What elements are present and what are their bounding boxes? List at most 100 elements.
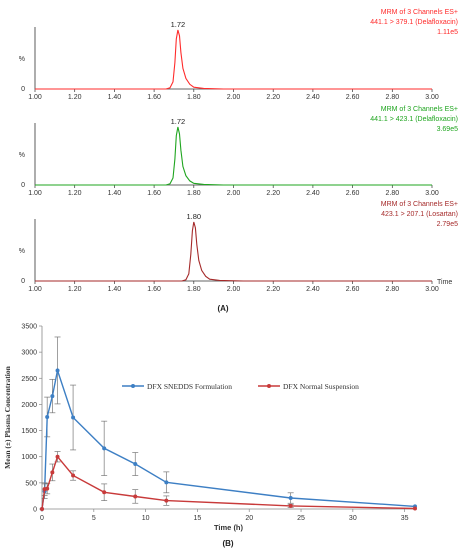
legend: DFX SNEDDS Formulation DFX Normal Suspens… bbox=[122, 382, 359, 391]
legend-marker bbox=[267, 384, 271, 388]
data-point bbox=[45, 486, 50, 491]
y-tick-label: 500 bbox=[25, 480, 37, 487]
x-tick-label: 25 bbox=[297, 515, 305, 522]
channel-info-line: MRM of 3 Channels ES+ bbox=[381, 201, 458, 208]
chromatogram-trace bbox=[35, 29, 432, 90]
x-tick-label: 0 bbox=[40, 515, 44, 522]
y-tick-label: 3000 bbox=[21, 350, 37, 357]
y-axis-title: Mean (±) Plasma Concentration bbox=[3, 365, 12, 468]
x-tick-label: 3.00 bbox=[425, 286, 439, 293]
peak-label: 1.80 bbox=[186, 212, 201, 221]
x-tick-label: 2.00 bbox=[227, 190, 241, 197]
legend-marker bbox=[131, 384, 135, 388]
x-tick-label: 1.80 bbox=[187, 94, 201, 101]
x-tick-label: 1.80 bbox=[187, 286, 201, 293]
channel-info-line: MRM of 3 Channels ES+ bbox=[381, 106, 458, 113]
channel-info-line: MRM of 3 Channels ES+ bbox=[381, 9, 458, 16]
x-tick-label: 2.20 bbox=[266, 94, 280, 101]
data-point bbox=[413, 506, 417, 511]
data-point bbox=[71, 473, 76, 478]
x-tick-label: 1.60 bbox=[147, 94, 161, 101]
channel-info-line: 2.79e5 bbox=[437, 221, 459, 228]
peak-label: 1.72 bbox=[171, 20, 186, 29]
data-point bbox=[102, 446, 107, 451]
chromatogram-trace bbox=[35, 126, 432, 186]
panel-b-label: (B) bbox=[222, 539, 233, 548]
x-tick-label: 2.00 bbox=[227, 94, 241, 101]
channel-info-line: 423.1 > 207.1 (Losartan) bbox=[381, 211, 458, 218]
y-zero-label: 0 bbox=[21, 182, 25, 189]
channel-info-line: 441.1 > 379.1 (Delafloxacin) bbox=[370, 19, 458, 26]
x-tick-label: 1.00 bbox=[28, 286, 42, 293]
x-tick-label: 1.20 bbox=[68, 286, 82, 293]
data-point bbox=[133, 462, 138, 467]
data-point bbox=[102, 490, 107, 495]
y-tick-label: 2000 bbox=[21, 402, 37, 409]
y-tick-label: 3500 bbox=[21, 324, 37, 331]
y-zero-label: 0 bbox=[21, 278, 25, 285]
y-tick-label: 2500 bbox=[21, 376, 37, 383]
x-tick-label: 2.60 bbox=[346, 190, 360, 197]
legend-label: DFX Normal Suspension bbox=[283, 382, 359, 391]
x-tick-label: 5 bbox=[92, 515, 96, 522]
chromatogram-3: % 01.00 1.20 1.40 1.60 1.80 2.00 2.20 2.40 2.60 2.… bbox=[19, 201, 458, 293]
data-point bbox=[164, 498, 169, 503]
x-tick-label: 1.00 bbox=[28, 190, 42, 197]
chromatogram-trace bbox=[35, 221, 432, 282]
data-point bbox=[50, 394, 55, 399]
panel-a-label: (A) bbox=[217, 304, 228, 313]
chromatogram-2: % 01.00 1.20 1.40 1.60 1.80 2.00 2.20 2.40 2.60 2.… bbox=[19, 106, 458, 197]
x-tick-label: 1.40 bbox=[108, 286, 122, 293]
x-tick-label: 2.20 bbox=[266, 286, 280, 293]
chromatogram-1: % 01.00 1.20 1.40 1.60 1.80 2.00 2.20 2.40 2.60 2.… bbox=[19, 9, 458, 101]
x-tick-label: 1.20 bbox=[68, 190, 82, 197]
data-point bbox=[288, 496, 293, 501]
y-tick-label: 0 bbox=[33, 507, 37, 514]
channel-info-line: 1.11e5 bbox=[437, 29, 458, 36]
x-tick-label: 20 bbox=[245, 515, 253, 522]
x-tick-label: 1.40 bbox=[108, 94, 122, 101]
x-tick-label: 2.40 bbox=[306, 286, 320, 293]
x-tick-label: 2.80 bbox=[385, 94, 399, 101]
x-tick-label: 1.80 bbox=[187, 190, 201, 197]
x-tick-label: 15 bbox=[194, 515, 202, 522]
y-axis-label: % bbox=[19, 56, 25, 63]
data-point bbox=[71, 415, 76, 420]
x-tick-label: 2.20 bbox=[266, 190, 280, 197]
series-line bbox=[41, 455, 416, 510]
x-tick-label: 2.00 bbox=[227, 286, 241, 293]
x-tick-label: 2.40 bbox=[306, 94, 320, 101]
x-tick-label: 10 bbox=[142, 515, 150, 522]
data-point bbox=[55, 368, 60, 373]
data-point bbox=[40, 507, 44, 511]
x-tick-label: 1.60 bbox=[147, 286, 161, 293]
data-point bbox=[164, 480, 169, 485]
series-snedds bbox=[40, 336, 417, 511]
data-point bbox=[133, 494, 138, 499]
x-tick-label: 1.20 bbox=[68, 94, 82, 101]
x-tick-label: 2.40 bbox=[306, 190, 320, 197]
chromatogram-panel: %01.00 1.20 1.40 1.60 1.80 2.00 2.20 2.40 2.60 2.… bbox=[19, 9, 458, 293]
y-tick-label: 1000 bbox=[21, 454, 37, 461]
x-tick-label: 2.80 bbox=[385, 190, 399, 197]
y-axis-label: % bbox=[19, 248, 25, 255]
data-point bbox=[288, 503, 293, 508]
peak-label: 1.72 bbox=[171, 117, 186, 126]
x-tick-label: 2.60 bbox=[346, 94, 360, 101]
y-tick-label: 1500 bbox=[21, 428, 37, 435]
x-tick-label: 30 bbox=[349, 515, 357, 522]
y-axis-label: % bbox=[19, 152, 25, 159]
x-tick-label: 1.40 bbox=[108, 190, 122, 197]
x-axis-title: Time (h) bbox=[214, 523, 244, 532]
data-point bbox=[45, 414, 50, 419]
data-point bbox=[55, 454, 60, 459]
channel-info-line: 441.1 > 423.1 (Delafloxacin) bbox=[370, 116, 458, 123]
pharmacokinetic-chart: 0 500 1000 1500 2000 2500 3000 3500 0 5 10 15 20 25 30… bbox=[3, 324, 417, 532]
x-tick-label: 3.00 bbox=[425, 94, 439, 101]
x-tick-label: 3.00 bbox=[425, 190, 439, 197]
channel-info-line: 3.69e5 bbox=[437, 126, 459, 133]
series-suspension bbox=[40, 451, 417, 511]
legend-label: DFX SNEDDS Formulation bbox=[147, 382, 232, 391]
y-zero-label: 0 bbox=[21, 86, 25, 93]
